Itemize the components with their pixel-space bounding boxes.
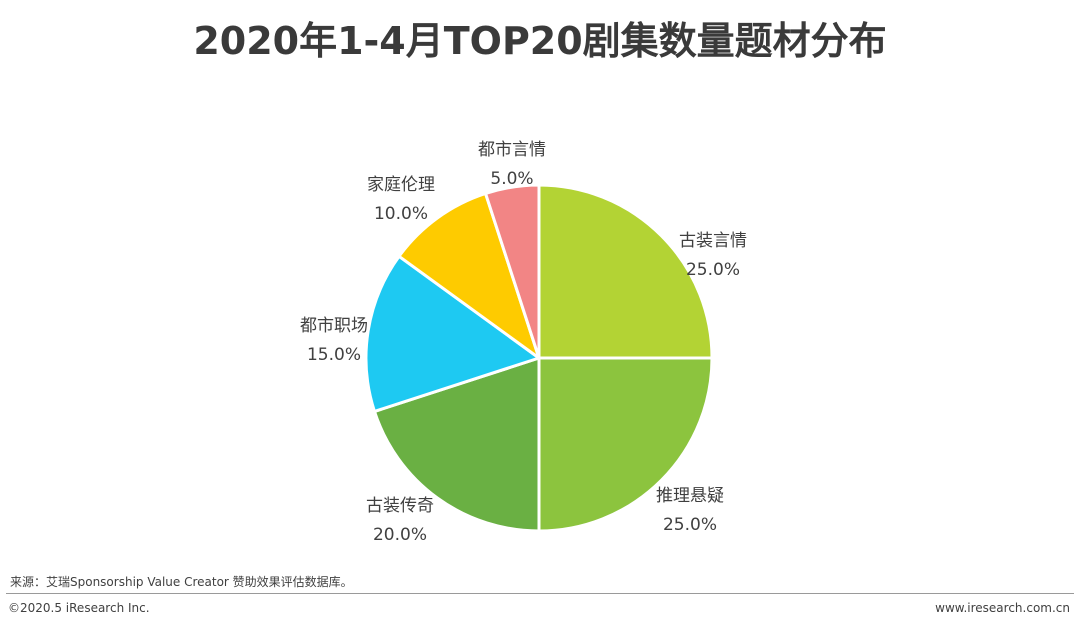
slice-category-label: 古装言情: [679, 231, 747, 251]
pie-slice: [364, 254, 541, 413]
slice-value-label: 15.0%: [307, 345, 361, 365]
slice-category-label: 都市职场: [300, 316, 368, 336]
pie-slice: [397, 191, 541, 360]
slice-value-label: 25.0%: [663, 515, 717, 535]
pie-chart: 古装言情 25.0% 推理悬疑 25.0% 古装传奇 20.0% 都市职场 15.0% 家庭伦理…: [300, 140, 747, 545]
pie-slice: [484, 183, 541, 360]
source-note: 来源：艾瑞Sponsorship Value Creator 赞助效果评估数据库…: [10, 575, 353, 589]
website-text: www.iresearch.com.cn: [935, 601, 1070, 615]
slice-value-label: 25.0%: [686, 260, 740, 280]
slice-category-label: 推理悬疑: [656, 486, 724, 506]
slice-value-label: 10.0%: [374, 204, 428, 224]
slice-value-label: 20.0%: [373, 525, 427, 545]
slice-category-label: 家庭伦理: [367, 175, 435, 195]
pie-slice: [372, 356, 541, 533]
pie-slice: [537, 183, 714, 360]
slice-category-label: 都市言情: [478, 140, 546, 160]
slice-category-label: 古装传奇: [366, 496, 434, 516]
footer-divider: [6, 593, 1074, 594]
slice-value-label: 5.0%: [490, 169, 533, 189]
pie-slice: [537, 356, 714, 533]
chart-title: 2020年1-4月TOP20剧集数量题材分布: [193, 19, 887, 63]
copyright-text: ©2020.5 iResearch Inc.: [8, 601, 150, 615]
